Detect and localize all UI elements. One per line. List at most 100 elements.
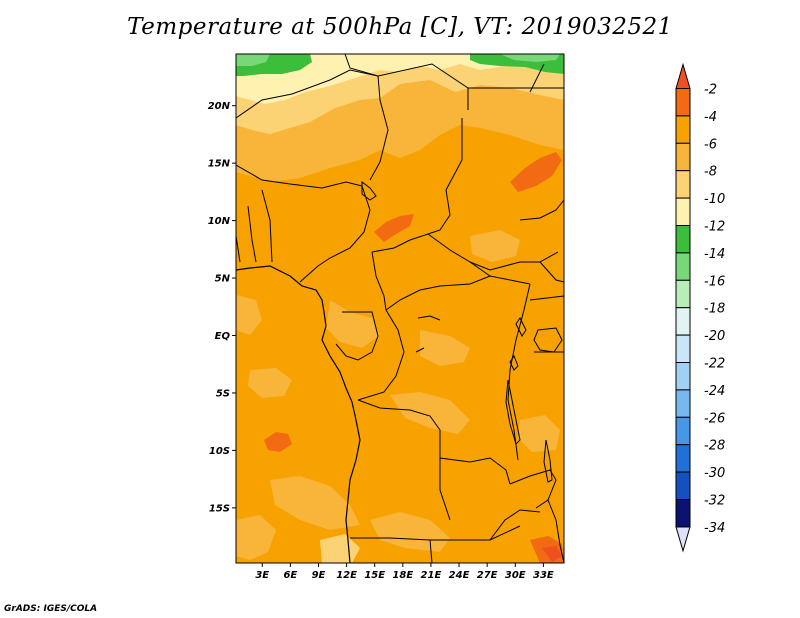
boundary-car-drc	[385, 275, 531, 311]
colorbar-label: -8	[704, 165, 717, 180]
boundary-libya-algeria	[344, 54, 379, 77]
boundary-togo	[247, 205, 257, 263]
river-nile	[529, 63, 545, 93]
boundary-drc-angola	[357, 399, 511, 485]
colorbar-label: -18	[704, 302, 725, 317]
field-patch-5	[248, 368, 292, 398]
colorbar-label: -24	[704, 384, 725, 399]
boundaries	[236, 54, 564, 563]
map-title: Temperature at 500hPa [C], VT: 201903252…	[127, 14, 673, 40]
boundary-drc-east	[507, 283, 531, 461]
colorbar-swatch	[675, 444, 691, 473]
temperature-field	[236, 54, 564, 563]
boundary-zambia-east	[509, 469, 557, 509]
lon-tick-label: 27E	[477, 570, 498, 581]
field-warm-center	[374, 214, 414, 242]
colorbar: -2 -4 -6 -8 -10 -12 -14 -16 -18 -20 -22 -24 -26 -28 -3…	[675, 62, 725, 553]
colorbar-label: -30	[704, 466, 725, 481]
colorbar-swatch	[675, 416, 691, 446]
colorbar-swatch	[675, 362, 691, 391]
colorbar-swatch	[675, 389, 691, 418]
field-band-minus16-ne	[500, 54, 560, 62]
colorbar-label: -32	[704, 494, 725, 509]
lake-kivu	[509, 354, 519, 371]
boundary-gabon-congo	[335, 311, 379, 361]
field-warm-ne	[510, 152, 562, 192]
lake-albert	[515, 317, 527, 337]
colorbar-swatch	[675, 142, 691, 172]
lon-tick-label: 33E	[533, 570, 554, 581]
field-patch-10	[320, 534, 360, 563]
coastline-atlantic	[236, 265, 361, 563]
boundary-benin	[261, 189, 273, 263]
colorbar-label: -6	[704, 137, 717, 152]
lon-tick-label: 3E	[255, 570, 269, 581]
longitude-axis: 3E 6E 9E 12E 15E 18E 21E 24E 27E 30E 33E	[255, 563, 554, 581]
lon-tick-label: 21E	[421, 570, 442, 581]
boundary-ethiopia	[519, 199, 564, 221]
lat-tick-label: 15N	[208, 159, 231, 170]
lake-victoria	[533, 327, 563, 353]
lon-tick-label: 30E	[505, 570, 526, 581]
colorbar-top-arrow	[675, 62, 691, 89]
colorbar-swatch	[675, 307, 691, 336]
boundary-ghana	[236, 235, 241, 263]
colorbar-label: -22	[704, 357, 725, 372]
boundary-cameroon-car	[371, 251, 387, 311]
lat-tick-label: 20N	[208, 101, 231, 112]
boundary-nigeria-cameroon	[299, 185, 371, 283]
boundary-chad-sudan	[427, 118, 463, 235]
boundary-sudan-south	[469, 251, 559, 271]
lat-tick-label: 10S	[209, 446, 230, 457]
lon-tick-label: 12E	[336, 570, 357, 581]
colorbar-label: -10	[704, 192, 725, 207]
lat-tick-label: 10N	[208, 216, 231, 227]
colorbar-swatch	[675, 170, 691, 199]
colorbar-swatch	[675, 279, 691, 309]
plot-frame	[235, 53, 565, 564]
lon-tick-label: 9E	[312, 570, 326, 581]
colorbar-swatch	[675, 471, 691, 501]
field-patch-3	[390, 392, 470, 434]
boundary-uganda-kenya	[529, 295, 564, 301]
lat-tick-label: 5S	[216, 388, 230, 399]
boundary-niger-north	[236, 69, 389, 181]
field-patch-8	[470, 230, 520, 262]
field-patch-11	[518, 415, 560, 452]
river-congo-2	[415, 347, 425, 353]
field-patch-6	[270, 476, 360, 530]
boundary-angola-zambia	[439, 458, 451, 521]
colorbar-swatch	[675, 499, 691, 528]
colorbar-swatch	[675, 252, 691, 281]
colorbar-label: -14	[704, 247, 725, 262]
lake-malawi	[543, 439, 553, 483]
boundary-south-sudan-east	[539, 261, 564, 283]
lat-tick-label: 15S	[209, 503, 230, 514]
colorbar-label: -26	[704, 411, 725, 426]
colorbar-swatch	[675, 115, 691, 144]
boundary-niger-nigeria	[236, 164, 363, 189]
footer-credit: GrADS: IGES/COLA	[4, 604, 98, 614]
lon-tick-label: 6E	[283, 570, 297, 581]
lake-chad	[361, 181, 377, 201]
boundary-angola-namibia	[350, 525, 521, 541]
colorbar-swatch	[675, 88, 691, 117]
colorbar-label: -4	[704, 110, 717, 125]
boundary-libya-egypt	[377, 63, 469, 110]
field-patch-4	[236, 295, 262, 335]
field-warm-se-core	[542, 546, 562, 562]
colorbar-label: -16	[704, 274, 725, 289]
colorbar-swatch	[675, 197, 691, 227]
latitude-axis: 20N 15N 10N 5N EQ 5S 10S 15S	[208, 101, 236, 514]
lon-tick-label: 18E	[392, 570, 413, 581]
boundary-mozambique	[547, 499, 564, 563]
field-warm-sw	[264, 432, 292, 452]
boundary-congo-drc	[357, 309, 405, 401]
colorbar-label: -28	[704, 439, 725, 454]
boundary-namibia-botswana	[429, 539, 433, 563]
lake-tanganyika	[505, 379, 521, 445]
river-congo-1	[417, 315, 441, 321]
field-patch-2	[420, 330, 470, 366]
colorbar-label: -12	[704, 220, 725, 235]
